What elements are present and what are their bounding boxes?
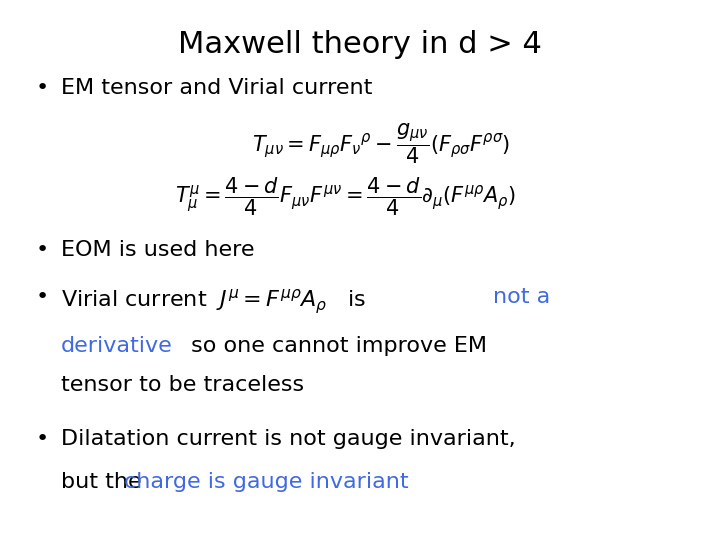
Text: derivative: derivative [61,336,173,356]
Text: Dilatation current is not gauge invariant,: Dilatation current is not gauge invarian… [61,429,516,449]
Text: $T^{\mu}_{\mu} = \dfrac{4-d}{4}F_{\mu\nu}F^{\mu\nu} = \dfrac{4-d}{4}\partial_{\m: $T^{\mu}_{\mu} = \dfrac{4-d}{4}F_{\mu\nu… [175,176,516,218]
Text: EM tensor and Virial current: EM tensor and Virial current [61,78,372,98]
Text: •: • [36,429,49,449]
Text: but the: but the [61,472,149,492]
Text: tensor to be traceless: tensor to be traceless [61,375,305,395]
Text: not a: not a [493,287,551,307]
Text: •: • [36,240,49,260]
Text: charge is gauge invariant: charge is gauge invariant [124,472,408,492]
Text: Virial current  $J^{\mu} = F^{\mu\rho}A_{\rho}$   is: Virial current $J^{\mu} = F^{\mu\rho}A_{… [61,287,367,316]
Text: EOM is used here: EOM is used here [61,240,255,260]
Text: $T_{\mu\nu} = F_{\mu\rho}F_{\nu}{}^{\rho} - \dfrac{g_{\mu\nu}}{4}(F_{\rho\sigma}: $T_{\mu\nu} = F_{\mu\rho}F_{\nu}{}^{\rho… [253,122,510,166]
Text: •: • [36,287,49,307]
Text: •: • [36,78,49,98]
Text: so one cannot improve EM: so one cannot improve EM [184,336,487,356]
Text: Maxwell theory in d > 4: Maxwell theory in d > 4 [178,30,542,59]
